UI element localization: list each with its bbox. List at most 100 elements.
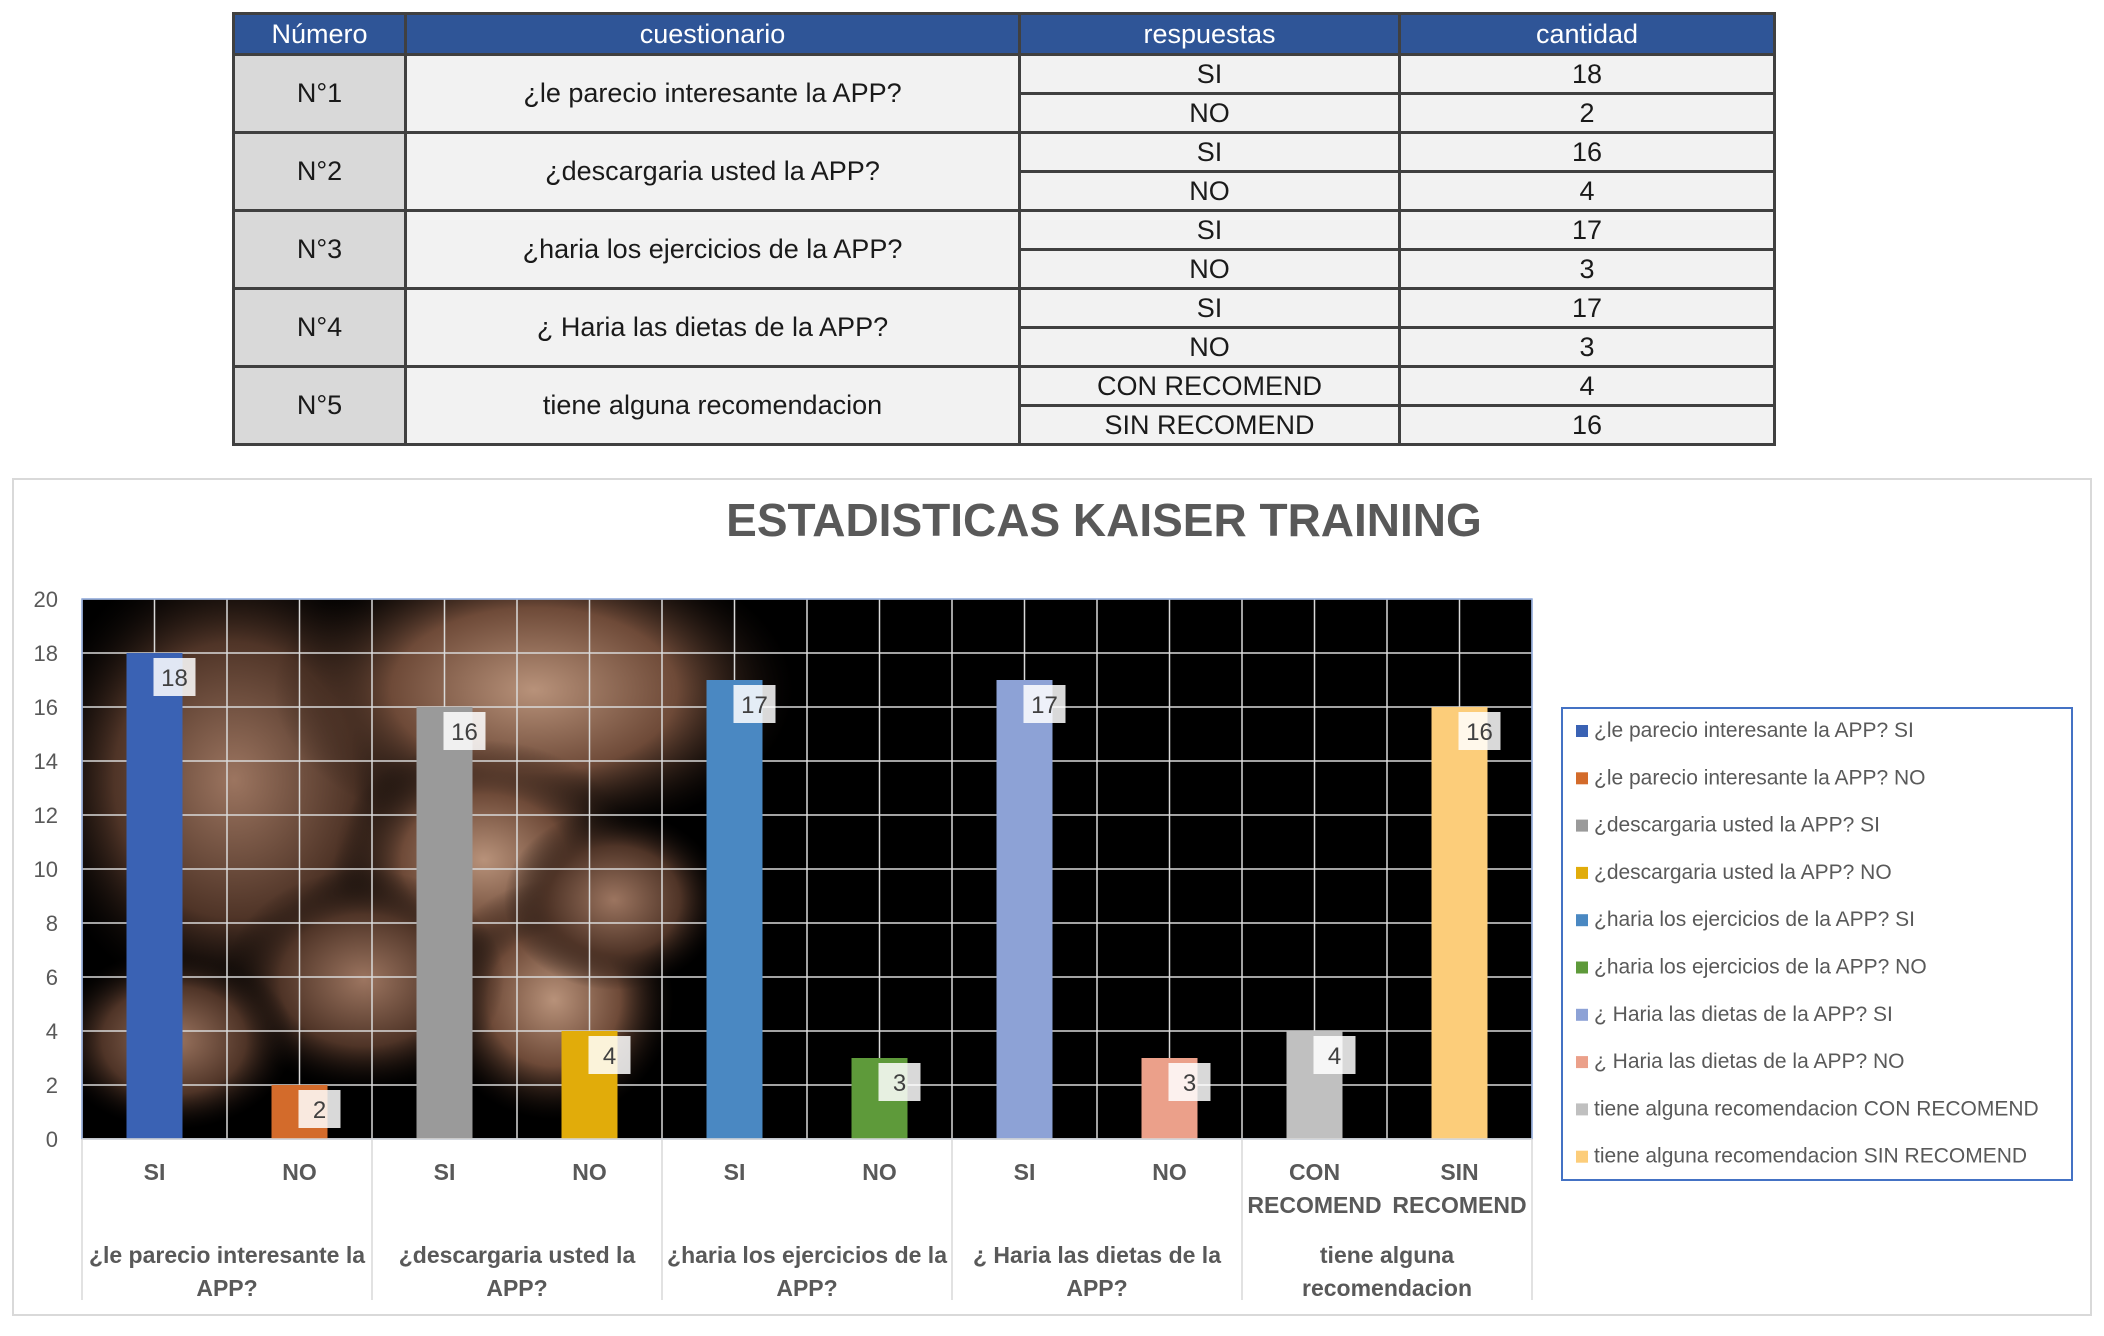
chart-frame: ESTADISTICAS KAISER TRAINING 0 2 4 6 8 10 12 14…: [12, 478, 2092, 1316]
question-number: N°2: [232, 131, 407, 212]
data-label-box: [878, 1063, 921, 1101]
legend-entry: tiene alguna recomendacion CON RECOMEND: [1594, 1097, 2039, 1120]
data-label: 3: [1183, 1070, 1196, 1097]
x-group-label: recomendacion: [1302, 1275, 1472, 1301]
legend-entry: tiene alguna recomendacion SIN RECOMEND: [1594, 1145, 2027, 1168]
answer-cell: NO: [1018, 248, 1401, 290]
x-category-label: SIN: [1440, 1159, 1478, 1185]
bar: [996, 680, 1053, 1139]
bar: [416, 707, 473, 1139]
table-row: N°3 ¿haria los ejercicios de la APP? SI …: [232, 209, 1776, 290]
answer-cell: NO: [1018, 326, 1401, 368]
data-labels: 18 2 16 4 17 3 17 3 4 16: [153, 658, 1501, 1128]
count-cell: 4: [1398, 365, 1776, 407]
count-cell: 16: [1398, 131, 1776, 173]
table-row: NO 3: [234, 326, 1776, 368]
y-tick-label: 20: [34, 587, 58, 612]
data-label: 16: [1466, 719, 1493, 746]
x-group-label: ¿ Haria las dietas de la: [973, 1242, 1221, 1268]
x-category-label: CON: [1289, 1159, 1340, 1185]
data-label-box: [1023, 685, 1066, 723]
table-row: NO 4: [234, 170, 1776, 212]
table-row: SIN RECOMEND 16: [234, 404, 1776, 446]
data-label-box: [443, 712, 486, 750]
y-tick-label: 12: [34, 803, 58, 828]
legend-swatch: [1576, 961, 1588, 974]
question-number: N°5: [232, 365, 407, 446]
data-label-box: [588, 1036, 631, 1074]
count-cell: 17: [1398, 287, 1776, 329]
question-number: N°1: [232, 53, 407, 134]
count-cell: 18: [1398, 53, 1776, 95]
legend: ¿le parecio interesante la APP? SI ¿le pa…: [1561, 707, 2073, 1181]
x-group-label: APP?: [1066, 1275, 1127, 1301]
x-group-label: tiene alguna: [1320, 1242, 1454, 1268]
x-category-label: SI: [434, 1159, 456, 1185]
y-tick-label: 8: [46, 911, 58, 936]
legend-box: [1561, 707, 2073, 1181]
answer-cell: SI: [1018, 53, 1401, 95]
answer-cell: SIN RECOMEND: [1018, 404, 1401, 446]
x-category-label: SI: [144, 1159, 166, 1185]
header-respuestas: respuestas: [1018, 12, 1401, 56]
table-row: N°5 tiene alguna recomendacion CON RECOM…: [232, 365, 1776, 446]
answer-cell: SI: [1018, 131, 1401, 173]
y-tick-label: 10: [34, 857, 58, 882]
question-text: ¿haria los ejercicios de la APP?: [404, 209, 1021, 290]
data-label: 4: [1328, 1043, 1341, 1070]
legend-swatch: [1576, 1008, 1588, 1021]
survey-table: Número cuestionario respuestas cantidad …: [232, 12, 1776, 446]
x-group-label: ¿haria los ejercicios de la: [667, 1242, 947, 1268]
x-group-label: ¿descargaria usted la: [399, 1242, 636, 1268]
question-text: tiene alguna recomendacion: [404, 365, 1021, 446]
legend-swatch: [1576, 772, 1588, 785]
legend-swatch: [1576, 1150, 1588, 1163]
data-label: 17: [741, 692, 768, 719]
legend-entry: ¿le parecio interesante la APP? SI: [1594, 719, 1914, 742]
x-category-label: NO: [282, 1159, 317, 1185]
x-group-label: APP?: [776, 1275, 837, 1301]
question-text: ¿descargaria usted la APP?: [404, 131, 1021, 212]
x-group-label: ¿le parecio interesante la: [89, 1242, 365, 1268]
legend-entry: ¿le parecio interesante la APP? NO: [1594, 766, 1926, 789]
table-header-row: Número cuestionario respuestas cantidad: [232, 12, 1776, 56]
x-category-label: RECOMEND: [1392, 1192, 1526, 1218]
question-text: ¿le parecio interesante la APP?: [404, 53, 1021, 134]
y-axis: 0 2 4 6 8 10 12 14 16 18 20: [34, 587, 58, 1152]
x-group-label: APP?: [196, 1275, 257, 1301]
question-number: N°3: [232, 209, 407, 290]
data-label-box: [1458, 712, 1501, 750]
table-row: NO 3: [234, 248, 1776, 290]
table-row: N°2 ¿descargaria usted la APP? SI 16: [232, 131, 1776, 212]
legend-swatch: [1576, 819, 1588, 832]
legend-entry: ¿haria los ejercicios de la APP? SI: [1594, 908, 1915, 931]
y-tick-label: 0: [46, 1127, 58, 1152]
answer-cell: NO: [1018, 170, 1401, 212]
answer-cell: SI: [1018, 209, 1401, 251]
y-tick-label: 2: [46, 1073, 58, 1098]
data-label-box: [1313, 1036, 1356, 1074]
table-row: NO 2: [234, 92, 1776, 134]
bars: [126, 653, 1488, 1139]
x-category-label: RECOMEND: [1247, 1192, 1381, 1218]
y-tick-label: 16: [34, 695, 58, 720]
y-tick-label: 14: [34, 749, 58, 774]
x-group-label: APP?: [486, 1275, 547, 1301]
legend-swatch: [1576, 914, 1588, 927]
x-category-label: NO: [572, 1159, 607, 1185]
count-cell: 16: [1398, 404, 1776, 446]
legend-swatch: [1576, 1056, 1588, 1069]
answer-cell: SI: [1018, 287, 1401, 329]
bar: [706, 680, 763, 1139]
legend-swatch: [1576, 866, 1588, 879]
data-label: 3: [893, 1070, 906, 1097]
legend-swatch: [1576, 725, 1588, 737]
count-cell: 4: [1398, 170, 1776, 212]
legend-entry: ¿ Haria las dietas de la APP? SI: [1594, 1003, 1893, 1026]
header-numero: Número: [232, 12, 407, 56]
legend-entry: ¿ Haria las dietas de la APP? NO: [1594, 1050, 1904, 1073]
bar: [1431, 707, 1488, 1139]
answer-cell: NO: [1018, 92, 1401, 134]
x-category-label: NO: [862, 1159, 897, 1185]
header-cantidad: cantidad: [1398, 12, 1776, 56]
